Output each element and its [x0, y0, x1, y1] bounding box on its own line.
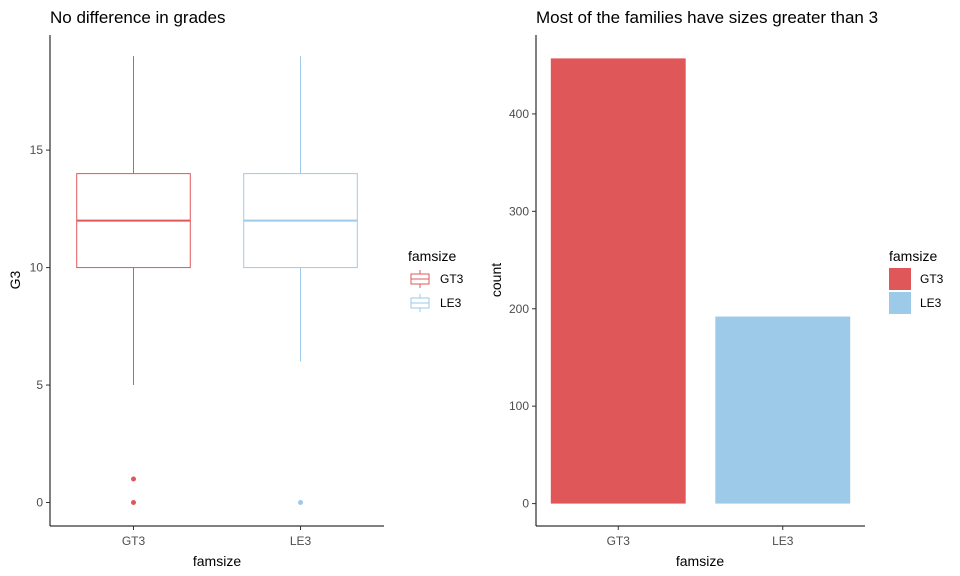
x-tick-label: LE3	[772, 534, 794, 548]
y-tick-label: 100	[509, 399, 529, 413]
x-tick-label: LE3	[290, 534, 312, 548]
boxplot-plot-area	[76, 56, 358, 506]
barchart-legend-title: famsize	[889, 248, 937, 264]
barchart-x-ticks: GT3 LE3	[607, 526, 794, 548]
y-tick-label: 400	[509, 107, 529, 121]
barchart-plot-area	[550, 58, 851, 504]
legend-label: LE3	[920, 296, 942, 310]
x-tick-label: GT3	[607, 534, 631, 548]
boxplot-y-axis-title: G3	[7, 270, 23, 289]
y-tick-label: 15	[30, 143, 44, 157]
legend-key-gt3	[410, 270, 430, 288]
legend-key-gt3	[889, 268, 911, 290]
bar-gt3	[550, 58, 686, 504]
boxplot-x-ticks: GT3 LE3	[122, 526, 312, 548]
legend-label: GT3	[440, 272, 464, 286]
boxplot-title: No difference in grades	[50, 8, 225, 27]
boxplot-panel: No difference in grades 0 5 10 15 GT3 LE3 fa…	[7, 8, 464, 569]
box-le3	[243, 56, 358, 506]
barchart-y-ticks: 0 100 200 300 400	[509, 107, 536, 511]
y-tick-label: 10	[30, 261, 44, 275]
box-outlier-point	[131, 500, 136, 506]
boxplot-legend-title: famsize	[408, 248, 456, 264]
boxplot-legend: famsize GT3 LE3	[408, 248, 464, 312]
y-tick-label: 5	[36, 378, 43, 392]
y-tick-label: 0	[36, 496, 43, 510]
boxplot-y-ticks: 0 5 10 15	[30, 143, 50, 510]
bar-le3	[715, 316, 851, 504]
barchart-panel: Most of the families have sizes greater …	[488, 8, 944, 569]
legend-key-le3	[889, 292, 911, 314]
box-outlier-point	[298, 500, 303, 506]
barchart-legend: famsize GT3 LE3	[889, 248, 944, 314]
y-tick-label: 300	[509, 204, 529, 218]
boxplot-x-axis-title: famsize	[193, 553, 241, 569]
barchart-x-axis-title: famsize	[676, 553, 724, 569]
barchart-title: Most of the families have sizes greater …	[536, 8, 878, 27]
legend-label: LE3	[440, 296, 462, 310]
barchart-y-axis-title: count	[488, 263, 504, 297]
x-tick-label: GT3	[122, 534, 146, 548]
y-tick-label: 0	[522, 497, 529, 511]
box-outlier-point	[131, 476, 136, 482]
y-tick-label: 200	[509, 302, 529, 316]
legend-label: GT3	[920, 272, 944, 286]
legend-key-le3	[410, 294, 430, 312]
box-gt3	[76, 56, 191, 506]
